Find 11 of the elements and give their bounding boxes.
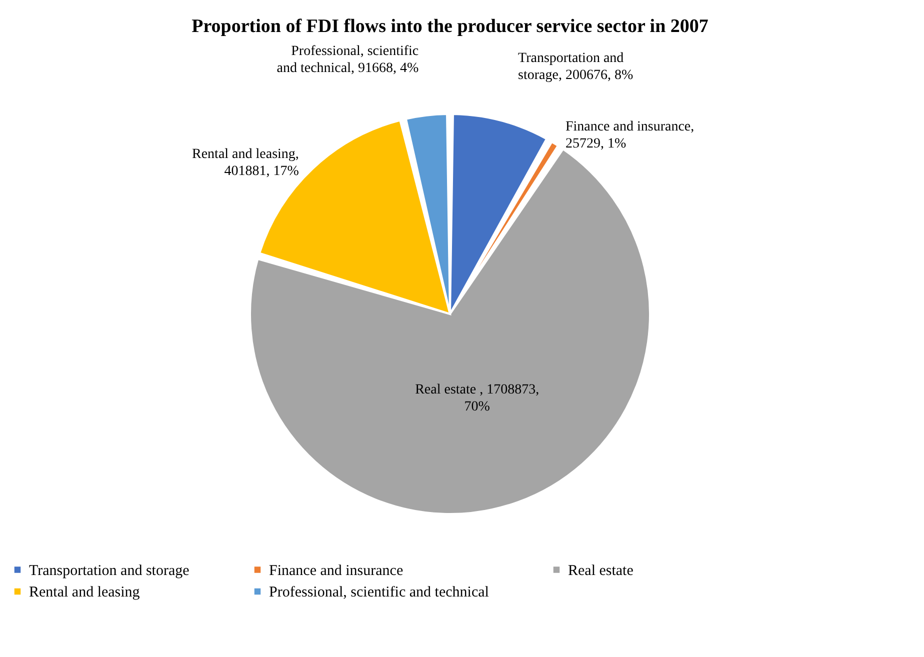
data-label: Rental and leasing, 401881, 17%	[192, 147, 300, 180]
legend-label: Rental and leasing	[29, 584, 140, 600]
data-label: Finance and insurance, 25729, 1%	[565, 120, 694, 152]
legend-label: Transportation and storage	[29, 562, 190, 579]
legend-label: Real estate	[568, 562, 634, 579]
legend-label: Professional, scientific and technical	[269, 584, 489, 600]
data-label: Real estate , 1708873, 70%	[415, 382, 540, 414]
data-label: Transportation and storage, 200676, 8%	[518, 50, 634, 83]
legend-label: Finance and insurance	[269, 562, 404, 579]
chart-title: Proportion of FDI flows into the producer service sector in 2007	[192, 16, 709, 37]
data-label: Professional, scientific and technical, 91668, 4%	[276, 44, 419, 76]
